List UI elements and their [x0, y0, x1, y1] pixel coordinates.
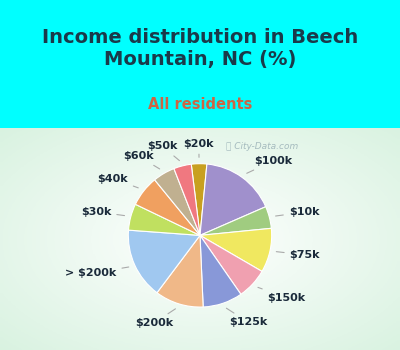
Wedge shape [155, 169, 200, 235]
Text: $100k: $100k [247, 156, 292, 173]
Wedge shape [200, 235, 241, 307]
Text: $150k: $150k [258, 287, 306, 303]
Wedge shape [200, 228, 272, 271]
Text: $10k: $10k [276, 207, 319, 217]
Wedge shape [128, 230, 200, 293]
Wedge shape [200, 207, 271, 235]
Text: $200k: $200k [135, 309, 176, 328]
Text: $20k: $20k [184, 139, 214, 158]
Wedge shape [191, 164, 207, 235]
Text: $30k: $30k [81, 207, 124, 217]
Text: $50k: $50k [147, 141, 180, 161]
Wedge shape [174, 164, 200, 235]
Text: $125k: $125k [226, 308, 268, 327]
Text: $75k: $75k [276, 250, 320, 260]
Wedge shape [200, 164, 266, 235]
Wedge shape [157, 235, 203, 307]
Text: ⓘ City-Data.com: ⓘ City-Data.com [226, 142, 298, 151]
Wedge shape [135, 180, 200, 235]
Text: $40k: $40k [97, 174, 138, 188]
Text: All residents: All residents [148, 97, 252, 112]
Text: Income distribution in Beech
Mountain, NC (%): Income distribution in Beech Mountain, N… [42, 28, 358, 69]
Wedge shape [128, 204, 200, 235]
Text: > $200k: > $200k [65, 267, 129, 278]
Text: $60k: $60k [123, 151, 160, 169]
Wedge shape [200, 235, 262, 294]
